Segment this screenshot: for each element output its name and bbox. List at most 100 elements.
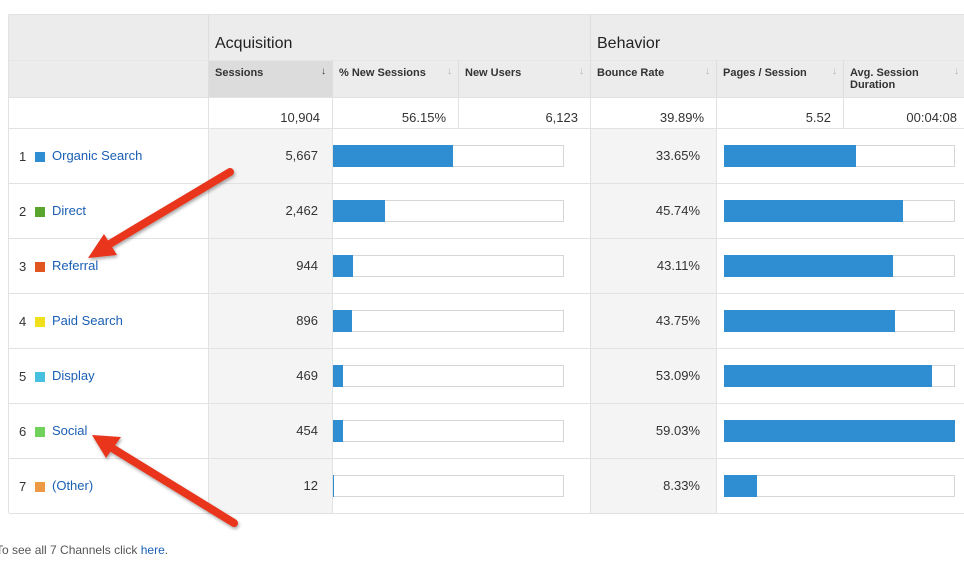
channels-report-table: Acquisition Behavior Sessions ↓ % New Se… bbox=[8, 14, 964, 514]
sort-arrow-icon: ↓ bbox=[705, 66, 710, 77]
bounce-bar-track bbox=[724, 200, 955, 222]
sessions-bar-track bbox=[333, 420, 564, 442]
sessions-header-label: Sessions bbox=[215, 67, 264, 79]
channel-color-swatch-icon bbox=[35, 262, 45, 272]
channel-color-swatch-icon bbox=[35, 207, 45, 217]
channel-link[interactable]: (Other) bbox=[52, 478, 94, 493]
column-header-channel bbox=[9, 60, 209, 97]
bounce-bar-fill bbox=[724, 255, 893, 277]
bounce-bar-cell bbox=[717, 129, 964, 183]
sessions-cell: 454 bbox=[209, 404, 333, 458]
channel-cell: 4 Paid Search bbox=[9, 294, 209, 348]
bounce-bar-cell bbox=[717, 184, 964, 238]
bounce-rate-value: 8.33% bbox=[663, 478, 700, 493]
sessions-bar-track bbox=[333, 365, 564, 387]
channel-color-swatch-icon bbox=[35, 372, 45, 382]
channel-cell: 6 Social bbox=[9, 404, 209, 458]
table-row: 5 Display 469 53.09% bbox=[9, 349, 964, 404]
sessions-bar-cell bbox=[333, 294, 591, 348]
sessions-bar-cell bbox=[333, 239, 591, 293]
group-header-behavior: Behavior bbox=[591, 15, 964, 60]
bounce-rate-value: 53.09% bbox=[655, 368, 700, 383]
sessions-value: 896 bbox=[296, 313, 318, 328]
sessions-bar-fill bbox=[333, 310, 352, 332]
sessions-value: 2,462 bbox=[285, 203, 318, 218]
row-rank: 4 bbox=[19, 314, 27, 329]
sessions-bar-cell bbox=[333, 349, 591, 403]
sessions-bar-fill bbox=[333, 200, 385, 222]
total-new-users: 6,123 bbox=[459, 97, 591, 129]
totals-label-cell bbox=[9, 97, 209, 129]
total-bounce-value: 39.89% bbox=[659, 110, 704, 125]
channel-color-swatch-icon bbox=[35, 482, 45, 492]
sessions-cell: 2,462 bbox=[209, 184, 333, 238]
total-sessions-value: 10,904 bbox=[280, 110, 320, 125]
total-sessions: 10,904 bbox=[209, 97, 333, 129]
see-all-channels-link[interactable]: here bbox=[140, 543, 165, 557]
bounce-bar-cell bbox=[717, 404, 964, 458]
row-rank: 3 bbox=[19, 259, 27, 274]
bounce-rate-value: 43.11% bbox=[656, 258, 700, 273]
channel-link[interactable]: Organic Search bbox=[52, 148, 143, 163]
bounce-bar-track bbox=[724, 365, 955, 387]
column-header-bounce-rate[interactable]: Bounce Rate ↓ bbox=[591, 60, 717, 97]
channel-cell: 1 Organic Search bbox=[9, 129, 209, 183]
footer-note: To see all 7 Channels click here. bbox=[0, 543, 168, 557]
sessions-cell: 896 bbox=[209, 294, 333, 348]
bounce-rate-cell: 53.09% bbox=[591, 349, 717, 403]
sessions-bar-track bbox=[333, 200, 564, 222]
column-header-sessions[interactable]: Sessions ↓ bbox=[209, 60, 333, 97]
total-pct-new-value: 56.15% bbox=[401, 110, 446, 125]
bounce-rate-value: 45.74% bbox=[655, 203, 700, 218]
bounce-bar-fill bbox=[724, 365, 932, 387]
footer-suffix: . bbox=[164, 543, 169, 557]
row-rank: 2 bbox=[19, 204, 27, 219]
channel-cell: 3 Referral bbox=[9, 239, 209, 293]
bounce-rate-value: 59.03% bbox=[655, 423, 700, 438]
bounce-bar-fill bbox=[724, 200, 903, 222]
bounce-rate-cell: 43.11% bbox=[591, 239, 717, 293]
sessions-value: 469 bbox=[296, 368, 318, 383]
sessions-bar-fill bbox=[333, 145, 453, 167]
bounce-bar-cell bbox=[717, 239, 964, 293]
table-row: 1 Organic Search 5,667 33.65% bbox=[9, 129, 964, 184]
sessions-value: 12 bbox=[303, 478, 318, 493]
table-row: 3 Referral 944 43.11% bbox=[9, 239, 964, 294]
channel-link[interactable]: Social bbox=[52, 423, 88, 438]
row-rank: 6 bbox=[19, 424, 27, 439]
sessions-bar-cell bbox=[333, 404, 591, 458]
sessions-cell: 944 bbox=[209, 239, 333, 293]
channel-link[interactable]: Direct bbox=[52, 203, 86, 218]
bounce-bar-fill bbox=[724, 145, 856, 167]
sort-arrow-icon: ↓ bbox=[832, 66, 837, 77]
row-rank: 1 bbox=[19, 149, 27, 164]
channel-link[interactable]: Display bbox=[52, 368, 95, 383]
bounce-bar-cell bbox=[717, 459, 964, 513]
column-header-new-users[interactable]: New Users ↓ bbox=[459, 60, 591, 97]
bounce-rate-cell: 33.65% bbox=[591, 129, 717, 183]
channel-link[interactable]: Paid Search bbox=[52, 313, 123, 328]
sort-arrow-icon: ↓ bbox=[579, 66, 584, 77]
total-pct-new-sessions: 56.15% bbox=[333, 97, 459, 129]
total-pages-per-session: 5.52 bbox=[717, 97, 844, 129]
pct-new-header-label: % New Sessions bbox=[339, 67, 426, 79]
bounce-bar-fill bbox=[724, 310, 895, 332]
sessions-bar-cell bbox=[333, 129, 591, 183]
table-row: 4 Paid Search 896 43.75% bbox=[9, 294, 964, 349]
column-header-pages-per-session[interactable]: Pages / Session ↓ bbox=[717, 60, 844, 97]
channel-cell: 7 (Other) bbox=[9, 459, 209, 513]
duration-header-label: Avg. Session Duration bbox=[850, 67, 919, 91]
total-bounce-rate: 39.89% bbox=[591, 97, 717, 129]
channel-link[interactable]: Referral bbox=[52, 258, 99, 273]
sessions-bar-fill bbox=[333, 255, 353, 277]
column-header-avg-session-duration[interactable]: Avg. Session Duration ↓ bbox=[844, 60, 964, 97]
column-header-pct-new-sessions[interactable]: % New Sessions ↓ bbox=[333, 60, 459, 97]
channel-color-swatch-icon bbox=[35, 427, 45, 437]
table-row: 2 Direct 2,462 45.74% bbox=[9, 184, 964, 239]
bounce-bar-track bbox=[724, 255, 955, 277]
pages-header-label: Pages / Session bbox=[723, 67, 807, 79]
sessions-cell: 12 bbox=[209, 459, 333, 513]
row-rank: 7 bbox=[19, 479, 27, 494]
channel-cell: 5 Display bbox=[9, 349, 209, 403]
bounce-bar-fill bbox=[724, 475, 757, 497]
